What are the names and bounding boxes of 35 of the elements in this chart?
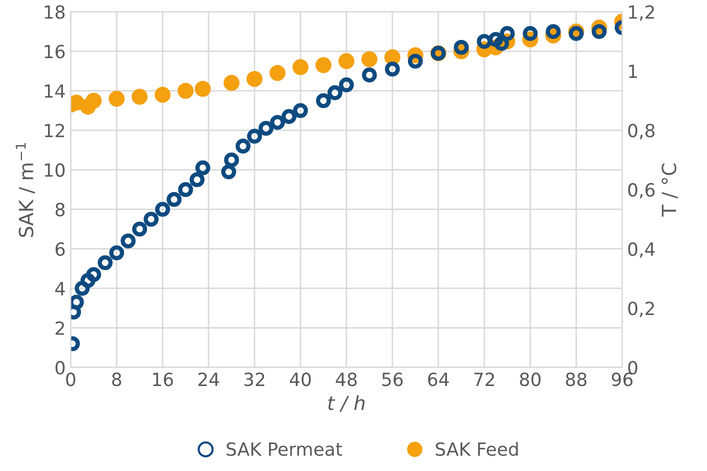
x-tick-label: 24 [198, 372, 220, 386]
y-tick-label: 16 [44, 44, 65, 58]
x-tick-label: 16 [153, 372, 173, 386]
y-tick-label: 12 [44, 124, 64, 138]
x-tick-label: 0 [66, 372, 76, 386]
x-tick-label: 56 [382, 372, 403, 386]
y-tick-label: 2 [56, 321, 64, 335]
y-tick-label: 14 [44, 84, 65, 98]
x-tick-label: 80 [520, 372, 541, 386]
y2-tick-label: 0,4 [628, 242, 655, 258]
y-tick-label: 10 [44, 163, 65, 177]
legend-label: SAK Feed [436, 442, 518, 456]
y-axis-title: SAK / m$^{−1}$ [16, 142, 35, 237]
y-tick-label: 8 [56, 202, 65, 216]
y-tick-label: 4 [55, 282, 65, 296]
y2-tick-label: 0,2 [628, 302, 654, 318]
x-tick-label: 40 [290, 372, 311, 386]
y-tick-label: 6 [56, 242, 65, 256]
y2-tick-label: 0,6 [628, 183, 655, 199]
y2-axis-title: T / °C [662, 164, 678, 217]
x-tick-label: 64 [428, 372, 449, 386]
x-tick-label: 48 [336, 372, 357, 386]
x-tick-label: 72 [474, 372, 494, 386]
y2-tick-label: 0,8 [628, 124, 654, 140]
y2-tick-label: 1 [629, 64, 637, 78]
y2-tick-label: 0 [628, 360, 638, 374]
x-axis-title: t / h [328, 395, 365, 412]
y-tick-label: 18 [44, 5, 65, 19]
legend-label: SAK Permeat [226, 442, 342, 456]
y-tick-label: 0 [56, 360, 65, 374]
x-tick-label: 96 [612, 372, 633, 386]
x-tick-label: 88 [566, 372, 586, 386]
x-tick-label: 32 [244, 372, 264, 386]
y2-tick-label: 1,2 [629, 5, 654, 21]
x-tick-label: 8 [112, 372, 122, 386]
